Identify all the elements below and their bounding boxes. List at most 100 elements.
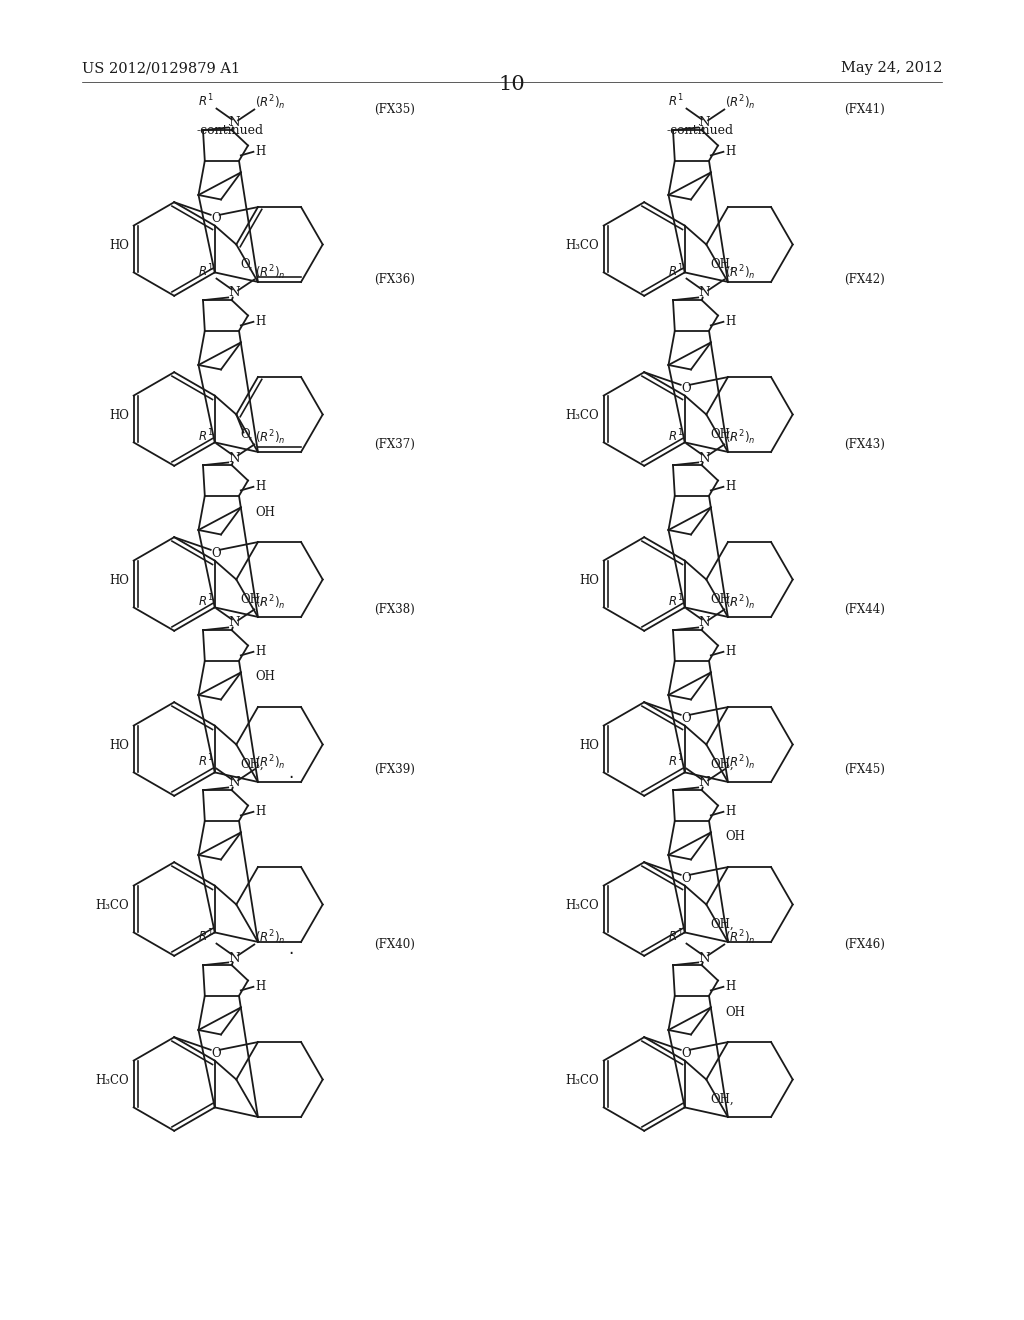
Text: (FX35): (FX35) xyxy=(374,103,415,116)
Text: $R^1$: $R^1$ xyxy=(669,593,684,610)
Text: H: H xyxy=(255,645,265,659)
Text: N: N xyxy=(228,952,241,965)
Text: $(R^2)_n$: $(R^2)_n$ xyxy=(725,94,756,112)
Text: -continued: -continued xyxy=(197,124,263,136)
Text: N: N xyxy=(698,286,711,300)
Text: HO: HO xyxy=(110,239,129,252)
Text: H₃CO: H₃CO xyxy=(565,409,599,422)
Text: $R^1$: $R^1$ xyxy=(669,92,684,110)
Text: H₃CO: H₃CO xyxy=(95,1074,129,1088)
Text: O: O xyxy=(211,546,221,560)
Text: O,: O, xyxy=(241,257,253,271)
Text: $R^1$: $R^1$ xyxy=(199,92,214,110)
Text: O: O xyxy=(681,711,691,725)
Text: (FX42): (FX42) xyxy=(844,273,885,286)
Text: N: N xyxy=(228,776,241,789)
Text: N: N xyxy=(698,952,711,965)
Text: N: N xyxy=(228,116,241,129)
Text: OH: OH xyxy=(255,671,275,684)
Text: H: H xyxy=(255,145,265,158)
Text: H₃CO: H₃CO xyxy=(565,1074,599,1088)
Text: HO: HO xyxy=(110,739,129,752)
Text: OH: OH xyxy=(255,506,275,519)
Text: O: O xyxy=(211,1047,221,1060)
Text: $R^1$: $R^1$ xyxy=(669,428,684,445)
Text: $(R^2)_n$: $(R^2)_n$ xyxy=(255,928,286,948)
Text: H: H xyxy=(255,315,265,329)
Text: OH,: OH, xyxy=(711,593,734,606)
Text: US 2012/0129879 A1: US 2012/0129879 A1 xyxy=(82,61,240,75)
Text: H₃CO: H₃CO xyxy=(565,239,599,252)
Text: $R^1$: $R^1$ xyxy=(199,428,214,445)
Text: $(R^2)_n$: $(R^2)_n$ xyxy=(255,594,286,612)
Text: $R^1$: $R^1$ xyxy=(199,752,214,770)
Text: N: N xyxy=(698,116,711,129)
Text: $(R^2)_n$: $(R^2)_n$ xyxy=(255,754,286,772)
Text: ·: · xyxy=(289,945,294,962)
Text: (FX40): (FX40) xyxy=(374,939,415,950)
Text: (FX41): (FX41) xyxy=(844,103,885,116)
Text: (FX39): (FX39) xyxy=(374,763,415,776)
Text: HO: HO xyxy=(580,739,599,752)
Text: $R^1$: $R^1$ xyxy=(199,593,214,610)
Text: $R^1$: $R^1$ xyxy=(669,928,684,945)
Text: $(R^2)_n$: $(R^2)_n$ xyxy=(725,264,756,282)
Text: H: H xyxy=(725,805,735,818)
Text: $(R^2)_n$: $(R^2)_n$ xyxy=(725,754,756,772)
Text: $R^1$: $R^1$ xyxy=(669,752,684,770)
Text: OH,: OH, xyxy=(711,758,734,771)
Text: N: N xyxy=(698,616,711,630)
Text: O: O xyxy=(681,1047,691,1060)
Text: $(R^2)_n$: $(R^2)_n$ xyxy=(255,264,286,282)
Text: H: H xyxy=(255,981,265,993)
Text: H₃CO: H₃CO xyxy=(565,899,599,912)
Text: OH: OH xyxy=(725,1006,745,1019)
Text: N: N xyxy=(698,776,711,789)
Text: (FX46): (FX46) xyxy=(844,939,885,950)
Text: $(R^2)_n$: $(R^2)_n$ xyxy=(725,429,756,447)
Text: H: H xyxy=(725,645,735,659)
Text: (FX38): (FX38) xyxy=(374,603,415,616)
Text: $R^1$: $R^1$ xyxy=(669,263,684,280)
Text: $R^1$: $R^1$ xyxy=(199,263,214,280)
Text: OH,: OH, xyxy=(241,593,264,606)
Text: (FX37): (FX37) xyxy=(374,438,415,451)
Text: ·: · xyxy=(289,770,294,788)
Text: May 24, 2012: May 24, 2012 xyxy=(841,61,942,75)
Text: $R^1$: $R^1$ xyxy=(199,928,214,945)
Text: (FX43): (FX43) xyxy=(844,438,885,451)
Text: OH,: OH, xyxy=(711,428,734,441)
Text: H: H xyxy=(725,315,735,329)
Text: HO: HO xyxy=(110,574,129,587)
Text: O: O xyxy=(211,213,221,224)
Text: OH,: OH, xyxy=(241,758,264,771)
Text: (FX36): (FX36) xyxy=(374,273,415,286)
Text: $(R^2)_n$: $(R^2)_n$ xyxy=(255,94,286,112)
Text: N: N xyxy=(228,451,241,465)
Text: O: O xyxy=(681,873,691,884)
Text: N: N xyxy=(698,451,711,465)
Text: $(R^2)_n$: $(R^2)_n$ xyxy=(255,429,286,447)
Text: H: H xyxy=(255,480,265,494)
Text: (FX45): (FX45) xyxy=(844,763,885,776)
Text: OH,: OH, xyxy=(711,257,734,271)
Text: H: H xyxy=(725,145,735,158)
Text: HO: HO xyxy=(110,409,129,422)
Text: (FX44): (FX44) xyxy=(844,603,885,616)
Text: OH,: OH, xyxy=(711,1093,734,1106)
Text: O,: O, xyxy=(241,428,253,441)
Text: H: H xyxy=(725,480,735,494)
Text: 10: 10 xyxy=(499,75,525,95)
Text: N: N xyxy=(228,286,241,300)
Text: N: N xyxy=(228,616,241,630)
Text: H: H xyxy=(725,981,735,993)
Text: $(R^2)_n$: $(R^2)_n$ xyxy=(725,928,756,948)
Text: OH: OH xyxy=(725,830,745,843)
Text: O: O xyxy=(681,381,691,395)
Text: HO: HO xyxy=(580,574,599,587)
Text: H₃CO: H₃CO xyxy=(95,899,129,912)
Text: -continued: -continued xyxy=(667,124,733,136)
Text: $(R^2)_n$: $(R^2)_n$ xyxy=(725,594,756,612)
Text: OH,: OH, xyxy=(711,917,734,931)
Text: H: H xyxy=(255,805,265,818)
